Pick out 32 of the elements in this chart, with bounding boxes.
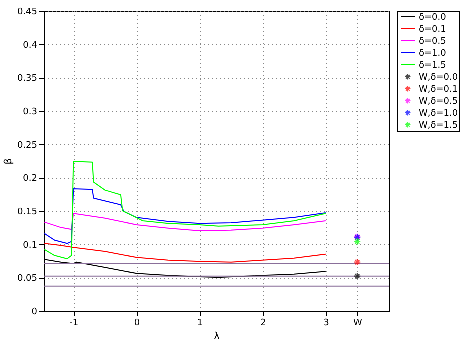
legend-label: W,δ=0.0 bbox=[419, 73, 458, 83]
legend-label: W,δ=1.0 bbox=[419, 109, 458, 119]
x-tick-label: 2 bbox=[260, 318, 266, 328]
x-tick-label: W bbox=[354, 318, 363, 328]
y-tick-label: 0.45 bbox=[17, 8, 38, 18]
legend-label: W,δ=0.5 bbox=[419, 97, 458, 107]
legend-label: δ=0.1 bbox=[419, 25, 446, 35]
y-tick-label: 0.2 bbox=[23, 174, 38, 184]
y-axis-title: β bbox=[3, 158, 14, 165]
y-tick-label: 0.1 bbox=[23, 240, 38, 251]
x-tick-label: 3 bbox=[324, 318, 330, 328]
legend-label: δ=1.0 bbox=[419, 49, 447, 59]
line-series bbox=[44, 161, 326, 260]
x-tick-label: 1 bbox=[197, 318, 204, 328]
legend-label: δ=0.0 bbox=[419, 13, 447, 23]
legend-label: δ=1.5 bbox=[419, 61, 446, 71]
x-tick-label: 0 bbox=[134, 318, 140, 328]
y-tick-label: 0.05 bbox=[17, 274, 38, 284]
line-series bbox=[44, 243, 326, 263]
y-tick-label: 0 bbox=[32, 308, 38, 318]
legend-label: W,δ=1.5 bbox=[419, 121, 458, 131]
y-tick-label: 0.4 bbox=[23, 40, 38, 51]
y-tick-label: 0.35 bbox=[17, 74, 38, 84]
x-tick-label: -1 bbox=[70, 318, 79, 328]
x-axis-title: λ bbox=[214, 332, 220, 341]
y-tick-label: 0.25 bbox=[17, 140, 38, 151]
line-series bbox=[44, 188, 326, 244]
line-series bbox=[44, 213, 326, 232]
y-tick-label: 0.15 bbox=[17, 208, 38, 218]
legend-label: W,δ=0.1 bbox=[419, 85, 458, 95]
y-tick-label: 0.3 bbox=[23, 108, 38, 118]
legend-label: δ=0.5 bbox=[419, 37, 446, 47]
